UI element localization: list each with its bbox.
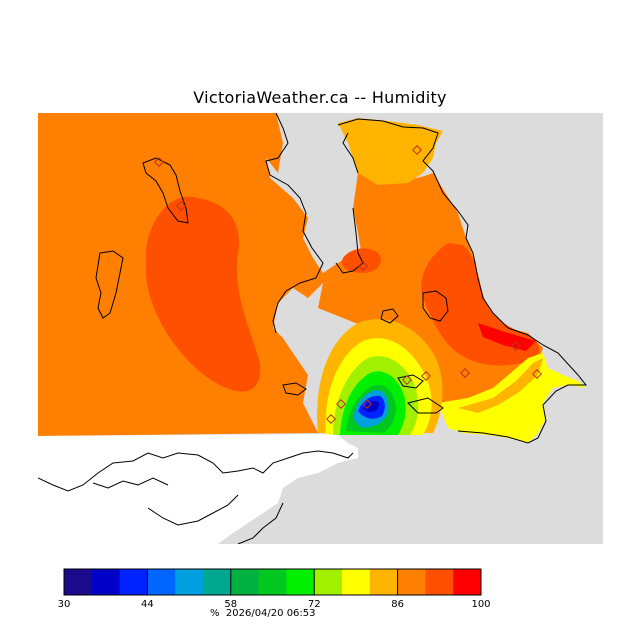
humidity-region-max [478, 323, 536, 351]
legend-swatch [203, 569, 232, 595]
island-small-3 [407, 397, 444, 414]
coastline-main-west [265, 113, 324, 334]
chart-title: VictoriaWeather.ca -- Humidity [193, 88, 447, 107]
station-marker [326, 414, 336, 424]
coastline-south [38, 450, 354, 544]
station-marker [154, 157, 164, 167]
legend-tick-label: 44 [141, 599, 154, 610]
legend-swatch [147, 569, 176, 595]
legend-swatch [453, 569, 482, 595]
legend-swatch [119, 569, 148, 595]
island-small-2 [380, 308, 399, 324]
coastline-south-inlet [92, 477, 239, 526]
station-marker [336, 399, 346, 409]
legend-swatch [342, 569, 371, 595]
legend-swatch [64, 569, 93, 595]
island-east [422, 290, 449, 322]
coastline-east-peninsula [337, 118, 588, 444]
legend-swatch [425, 569, 454, 595]
legend-swatch [314, 569, 343, 595]
legend-swatch [258, 569, 287, 595]
station-marker [402, 375, 412, 385]
station-marker [460, 368, 470, 378]
humidity-map[interactable] [38, 113, 603, 544]
legend-timestamp: 2026/04/20 06:53 [225, 608, 316, 619]
legend-swatch [286, 569, 315, 595]
legend-tick-label: 30 [58, 599, 71, 610]
island-west [95, 250, 124, 319]
island-small-1 [282, 382, 307, 396]
station-markers[interactable] [154, 145, 542, 424]
humidity-plume-navy [363, 400, 380, 413]
legend-tick-label: 86 [391, 599, 404, 610]
legend-swatch [369, 569, 399, 595]
humidity-region-southeast [438, 353, 586, 443]
humidity-legend: 30 44 58 72 86 100 [58, 568, 491, 610]
legend-ticks: 30 44 58 72 86 100 [58, 569, 491, 610]
legend-tick-label: 100 [471, 599, 490, 610]
humidity-region-northeast [338, 118, 443, 185]
station-marker [532, 369, 542, 379]
legend-swatch [91, 569, 121, 595]
island-small-4 [397, 374, 424, 389]
legend-swatch [397, 569, 426, 595]
station-marker [511, 341, 521, 351]
legend-caption: % 2026/04/20 06:53 [210, 608, 316, 619]
legend-swatch [175, 569, 204, 595]
station-marker [412, 145, 422, 155]
legend-tick-label: 72 [308, 599, 321, 610]
station-marker [421, 371, 431, 381]
legend-unit: % [210, 608, 220, 619]
humidity-region-west-high [145, 196, 261, 392]
legend-colorbar [63, 568, 482, 596]
legend-swatch [230, 569, 260, 595]
station-marker [358, 261, 368, 271]
legend-tick-label: 58 [224, 599, 237, 610]
station-marker [362, 399, 372, 409]
legend-frame [63, 568, 482, 596]
coastline-inlet [335, 132, 364, 274]
station-marker [176, 201, 186, 211]
island-north [142, 157, 189, 224]
humidity-region-southeast-orange [458, 358, 543, 413]
